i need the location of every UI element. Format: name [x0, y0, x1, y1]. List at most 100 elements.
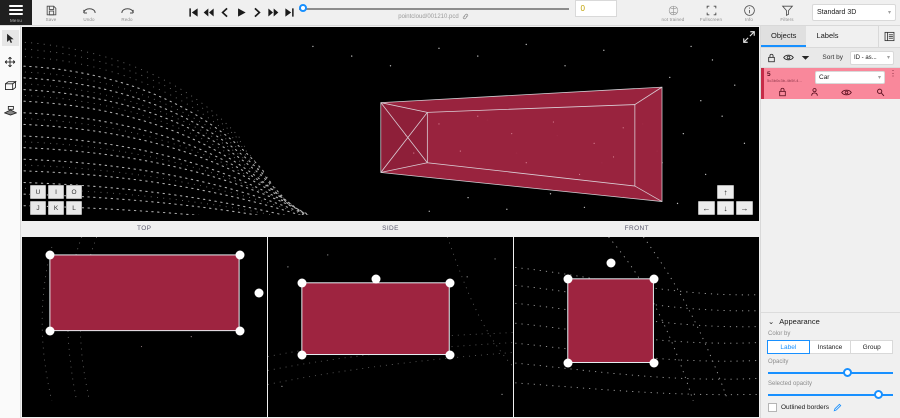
object-menu-icon[interactable]: ⋮ [889, 69, 897, 78]
tab-labels[interactable]: Labels [816, 31, 839, 40]
front-view-canvas[interactable] [514, 237, 759, 417]
object-identity: 5 5c3b0c3b-4b5f-4... [767, 71, 802, 84]
color-by-label: Color by [768, 331, 791, 337]
workspace-select[interactable]: Standard 3D ▾ [812, 4, 896, 21]
expand-all-icon[interactable] [801, 54, 810, 61]
key-u[interactable]: U [30, 185, 46, 199]
hide-all-icon[interactable] [783, 53, 794, 62]
frame-slider-wrap: pointcloud/001210.pcd [298, 0, 569, 26]
info-button[interactable]: Info [730, 0, 768, 25]
collapse-panel-button[interactable] [878, 26, 900, 48]
pin-icon[interactable] [810, 87, 819, 97]
resize-handle-bl[interactable] [563, 358, 573, 368]
arrow-right-key[interactable]: → [736, 201, 753, 215]
frame-slider[interactable] [298, 3, 569, 12]
rotate-handle[interactable] [254, 288, 264, 298]
resize-handle-br[interactable] [445, 350, 455, 360]
resize-handle-br[interactable] [649, 358, 659, 368]
opacity-slider[interactable] [768, 368, 893, 378]
resize-handle-bl[interactable] [297, 350, 307, 360]
next-frame-button[interactable] [250, 2, 265, 24]
forward-jump-button[interactable] [266, 2, 281, 24]
panel-tabs: Objects Labels [761, 26, 900, 48]
fullscreen-icon [705, 4, 718, 17]
resize-handle-tr[interactable] [235, 250, 245, 260]
keyboard-hints-row-1: U I O [30, 185, 82, 199]
color-by-instance-option[interactable]: Instance [808, 340, 852, 354]
frame-slider-handle[interactable] [298, 3, 307, 12]
play-button[interactable] [234, 2, 249, 24]
hamburger-icon [9, 3, 23, 17]
selected-opacity-slider-knob[interactable] [874, 390, 884, 399]
top-view-canvas[interactable] [22, 237, 267, 417]
outlined-borders-checkbox[interactable] [768, 403, 777, 412]
tab-objects[interactable]: Objects [761, 26, 807, 47]
frame-path-text: pointcloud/001210.pcd [398, 14, 459, 20]
key-l[interactable]: L [66, 201, 82, 215]
first-frame-button[interactable] [186, 2, 201, 24]
redo-button[interactable]: Redo [108, 0, 146, 25]
undo-button[interactable]: Undo [70, 0, 108, 25]
arrow-up-key[interactable]: ↑ [717, 185, 734, 199]
resize-handle-bl[interactable] [45, 326, 55, 336]
color-by-group-option[interactable]: Group [850, 340, 894, 354]
arrow-down-key[interactable]: ↓ [717, 201, 734, 215]
rotate-handle[interactable] [371, 274, 381, 284]
opacity-slider-knob[interactable] [843, 368, 852, 377]
resize-handle-tl[interactable] [45, 250, 55, 260]
objects-header: Sort by ID - as... ▾ [761, 48, 900, 68]
ground-plane-tool-button[interactable] [2, 102, 19, 118]
keyboard-hints-row-2: J K L [30, 201, 82, 215]
resize-handle-br[interactable] [235, 326, 245, 336]
save-icon [45, 4, 58, 17]
resize-handle-tl[interactable] [563, 274, 573, 284]
cuboid-tool-button[interactable] [2, 78, 19, 94]
left-tool-rail [0, 26, 21, 418]
object-label-select[interactable]: Car ▾ [815, 71, 885, 84]
panel-list-icon [884, 31, 895, 42]
save-button[interactable]: Save [32, 0, 70, 25]
redo-label: Redo [121, 16, 133, 22]
filter-icon [781, 4, 794, 17]
lock-icon[interactable] [778, 87, 787, 97]
resize-handle-tl[interactable] [297, 278, 307, 288]
link-icon[interactable] [462, 13, 469, 22]
hide-icon[interactable] [841, 88, 853, 97]
resize-handle-tr[interactable] [445, 278, 455, 288]
rotate-handle[interactable] [606, 258, 616, 268]
frame-number-input[interactable]: 0 [574, 0, 617, 17]
orthographic-views [21, 237, 760, 418]
side-view-canvas[interactable] [268, 237, 513, 417]
move-tool-button[interactable] [2, 54, 19, 70]
key-k[interactable]: K [48, 201, 64, 215]
model-status-button[interactable]: not trained [654, 0, 692, 25]
key-o[interactable]: O [66, 185, 82, 199]
previous-frame-button[interactable] [218, 2, 233, 24]
pivot-icon[interactable] [875, 87, 885, 97]
perspective-canvas[interactable]: U I O J K L ↑ ← ↓ [22, 27, 759, 221]
info-label: Info [744, 16, 754, 22]
sort-by-select[interactable]: ID - as... ▾ [850, 50, 894, 65]
pencil-icon[interactable] [833, 403, 842, 412]
lock-all-icon[interactable] [767, 53, 776, 63]
key-j[interactable]: J [30, 201, 46, 215]
object-row[interactable]: 5 5c3b0c3b-4b5f-4... Car ▾ ⋮ [761, 68, 900, 99]
sort-by-label: Sort by [822, 54, 843, 61]
object-row-actions [767, 85, 896, 99]
arrow-key-pad: ↑ ← ↓ → [698, 185, 753, 215]
fullscreen-button[interactable]: Fullscreen [692, 0, 730, 25]
expand-canvas-icon[interactable] [742, 30, 756, 49]
menu-button[interactable]: Menu [0, 0, 32, 25]
top-toolbar: Menu Save Undo Redo [0, 0, 900, 26]
filters-button[interactable]: Filters [768, 0, 806, 25]
view-label-side: SIDE [382, 225, 399, 232]
last-frame-button[interactable] [282, 2, 297, 24]
color-by-label-option[interactable]: Label [767, 340, 810, 354]
back-jump-button[interactable] [202, 2, 217, 24]
cursor-tool-button[interactable] [1, 30, 19, 46]
resize-handle-tr[interactable] [649, 274, 659, 284]
arrow-left-key[interactable]: ← [698, 201, 715, 215]
key-i[interactable]: I [48, 185, 64, 199]
selected-opacity-slider[interactable] [768, 390, 893, 400]
appearance-header[interactable]: ⌄ Appearance [768, 317, 893, 326]
